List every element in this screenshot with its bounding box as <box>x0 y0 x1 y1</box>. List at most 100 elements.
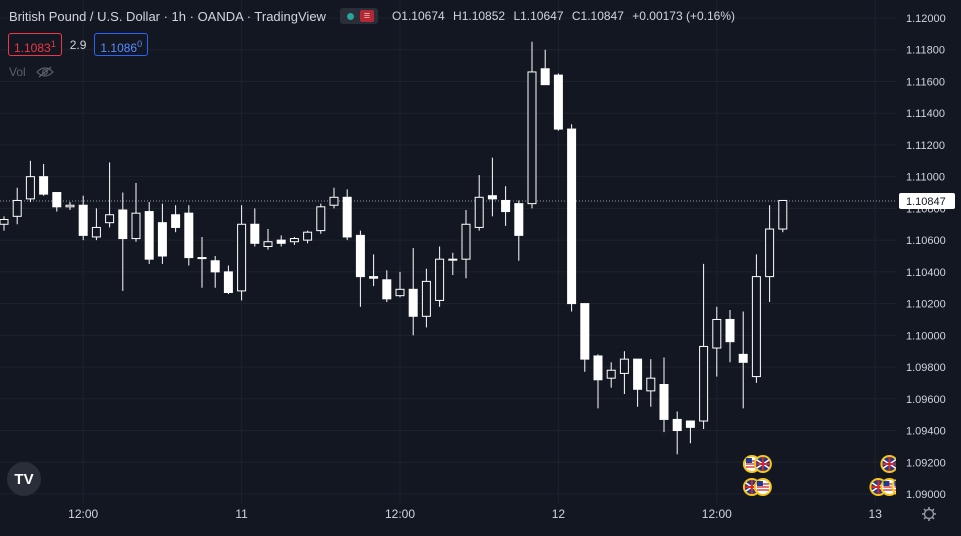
candle[interactable] <box>276 235 286 247</box>
candle[interactable] <box>567 124 577 312</box>
candle-body-up <box>751 276 761 378</box>
candle[interactable] <box>699 263 709 429</box>
candle[interactable] <box>435 246 445 307</box>
candle[interactable] <box>408 248 418 336</box>
candle[interactable] <box>738 311 748 409</box>
candle[interactable] <box>157 203 167 264</box>
candle[interactable] <box>751 254 761 383</box>
sell-button[interactable]: 1.10831 <box>8 33 62 56</box>
candle[interactable] <box>78 195 88 241</box>
candle[interactable] <box>223 265 233 295</box>
candle[interactable] <box>540 49 550 86</box>
change-value: +0.00173 (+0.16%) <box>632 9 736 23</box>
candle-body-down <box>685 420 695 428</box>
candle-body-up <box>105 214 115 224</box>
candle[interactable] <box>685 420 695 444</box>
gear-tooth <box>931 516 935 520</box>
candle[interactable] <box>65 202 75 210</box>
candle[interactable] <box>382 270 392 303</box>
open-value: 1.10674 <box>401 9 445 23</box>
candle-body-up <box>65 204 75 208</box>
open-key: O <box>391 9 402 23</box>
candle[interactable] <box>712 306 722 377</box>
candle[interactable] <box>527 41 537 209</box>
eye-hidden-icon[interactable] <box>35 66 54 78</box>
candle[interactable] <box>25 160 35 203</box>
candle-body-down <box>501 199 511 213</box>
candle[interactable] <box>12 187 22 225</box>
uk-flag-event-icon[interactable] <box>753 455 772 473</box>
candle-body-down <box>342 196 352 238</box>
market-status-toggle[interactable]: ≡ <box>339 8 378 24</box>
time-tick-label: 12:00 <box>702 507 732 521</box>
candle[interactable] <box>144 202 154 264</box>
candle[interactable] <box>329 187 339 209</box>
tradingview-logo[interactable]: TV <box>7 462 41 496</box>
candle[interactable] <box>263 229 273 250</box>
candle[interactable] <box>487 157 497 217</box>
candle-body-down <box>514 203 524 236</box>
time-tick-label: 13 <box>869 507 883 521</box>
candle[interactable] <box>593 354 603 409</box>
candle[interactable] <box>421 268 431 328</box>
candle[interactable] <box>131 183 141 242</box>
us-flag-event-icon[interactable] <box>753 478 772 496</box>
candle[interactable] <box>646 359 656 407</box>
candle-body-down <box>580 303 590 360</box>
candle[interactable] <box>118 192 128 291</box>
candle[interactable] <box>184 205 194 266</box>
flag-canton <box>745 458 752 463</box>
candle[interactable] <box>39 163 49 196</box>
candle[interactable] <box>672 411 682 455</box>
candle-body-up <box>619 358 629 374</box>
price-tick-label: 1.10600 <box>906 235 946 247</box>
candle[interactable] <box>289 236 299 245</box>
candle[interactable] <box>0 216 9 231</box>
settings-gear-icon[interactable] <box>922 507 936 521</box>
candle-body-down <box>408 288 418 317</box>
uk-flag-event-icon[interactable] <box>880 455 899 473</box>
candle-body-up <box>527 71 537 205</box>
candle[interactable] <box>606 362 616 388</box>
symbol-title[interactable]: British Pound / U.S. Dollar · 1h · OANDA… <box>9 8 326 24</box>
candle[interactable] <box>52 192 62 212</box>
candle[interactable] <box>355 230 365 307</box>
candle-body-up <box>606 369 616 379</box>
candle-body-up <box>435 258 445 301</box>
candle[interactable] <box>237 205 247 301</box>
candle[interactable] <box>461 209 471 279</box>
candle[interactable] <box>553 73 563 131</box>
buy-button[interactable]: 1.10860 <box>94 33 149 56</box>
candle[interactable] <box>778 199 788 233</box>
candle[interactable] <box>395 271 405 298</box>
candle[interactable] <box>474 175 484 231</box>
candle-body-down <box>210 260 220 273</box>
candle[interactable] <box>501 186 511 226</box>
candle[interactable] <box>369 254 379 287</box>
volume-indicator[interactable]: Vol <box>9 65 54 79</box>
candle-body-up <box>197 257 207 260</box>
candle[interactable] <box>765 205 775 303</box>
candle[interactable] <box>633 358 643 407</box>
candle[interactable] <box>659 357 669 433</box>
candle[interactable] <box>91 208 101 241</box>
candle[interactable] <box>619 351 629 395</box>
candle[interactable] <box>210 256 220 288</box>
candle[interactable] <box>105 162 115 228</box>
candle-body-down <box>567 128 577 305</box>
candle[interactable] <box>250 208 260 247</box>
price-tick-label: 1.09000 <box>906 489 946 501</box>
chart-legend: British Pound / U.S. Dollar · 1h · OANDA… <box>9 8 740 24</box>
candle[interactable] <box>725 309 735 363</box>
candle[interactable] <box>514 200 524 261</box>
candle[interactable] <box>303 230 313 244</box>
candle[interactable] <box>171 205 181 233</box>
candle[interactable] <box>448 252 458 276</box>
candle[interactable] <box>316 203 326 234</box>
candle[interactable] <box>197 236 207 288</box>
candle[interactable] <box>580 303 590 372</box>
candle[interactable] <box>342 189 352 241</box>
candle-body-up <box>131 212 141 240</box>
